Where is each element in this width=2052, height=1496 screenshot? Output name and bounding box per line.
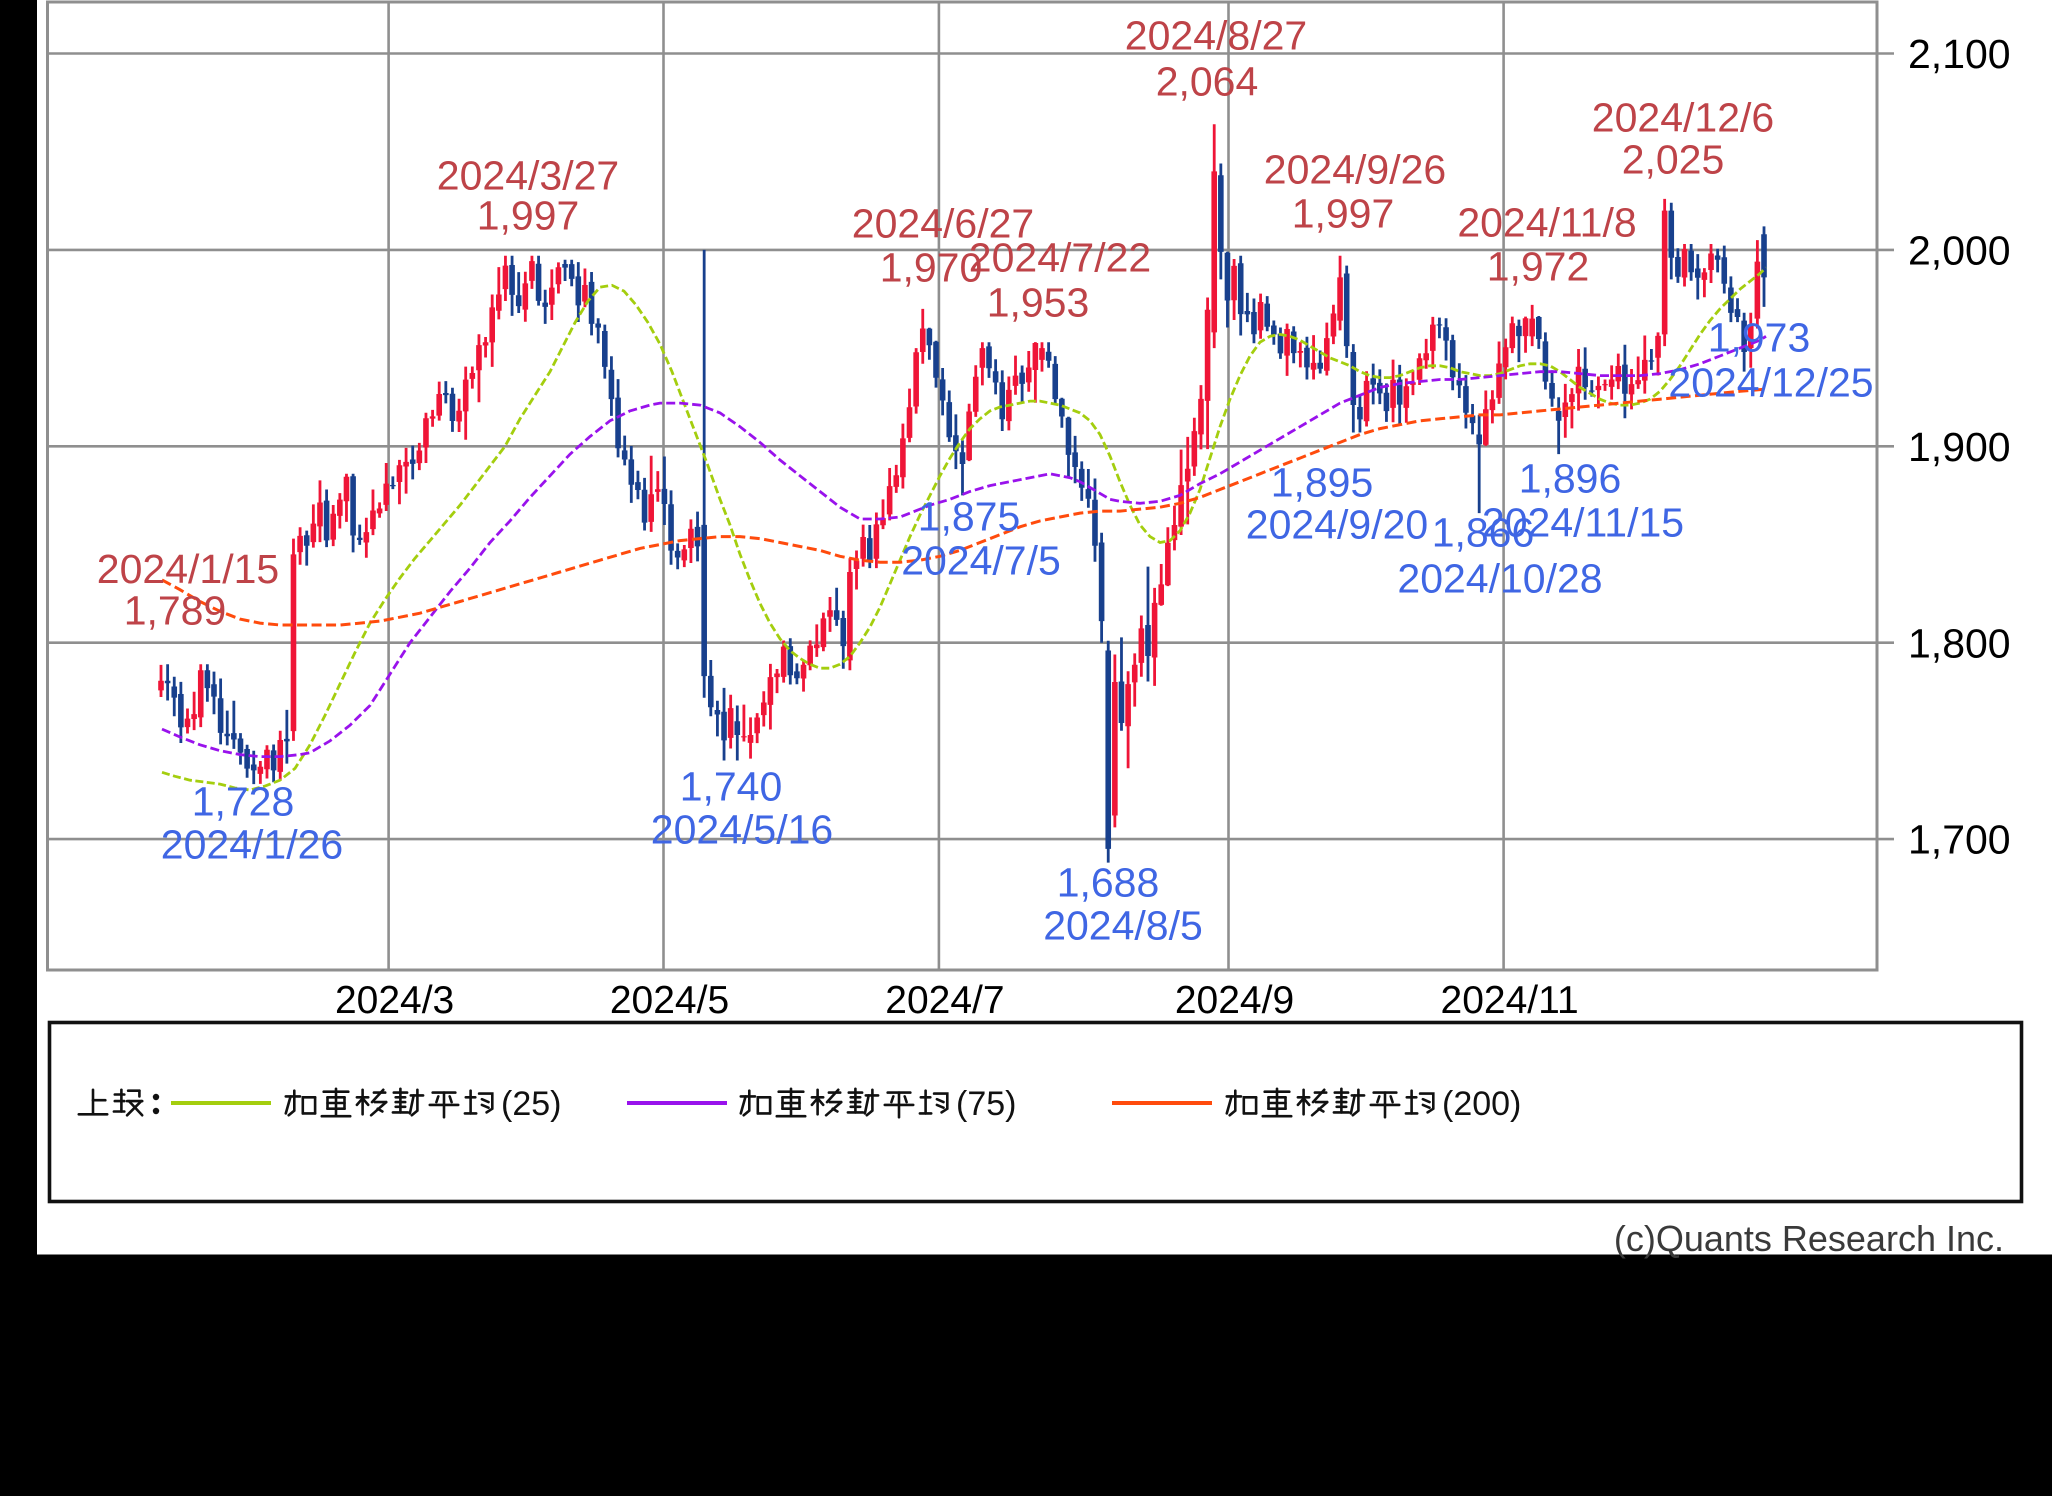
- svg-text:2024/12/25: 2024/12/25: [1668, 360, 1873, 406]
- svg-text:1,997: 1,997: [477, 193, 580, 239]
- svg-text:1,700: 1,700: [1908, 817, 2011, 863]
- svg-text:2024/7/5: 2024/7/5: [901, 538, 1061, 584]
- svg-text:1,972: 1,972: [1487, 244, 1590, 290]
- svg-text:2024/1/15: 2024/1/15: [97, 546, 279, 592]
- svg-text:1,953: 1,953: [987, 280, 1090, 326]
- svg-text:2,100: 2,100: [1908, 31, 2011, 77]
- svg-text:2024/3/27: 2024/3/27: [437, 153, 619, 199]
- svg-text:1,866: 1,866: [1432, 510, 1535, 556]
- svg-text:2024/11: 2024/11: [1441, 979, 1579, 1022]
- svg-text:1,896: 1,896: [1519, 456, 1622, 502]
- svg-text:2024/9/26: 2024/9/26: [1264, 147, 1446, 193]
- svg-text:2,025: 2,025: [1622, 137, 1725, 183]
- svg-text:2024/1/26: 2024/1/26: [161, 822, 343, 868]
- svg-text:2,000: 2,000: [1908, 228, 2011, 274]
- svg-text:2024/3: 2024/3: [335, 979, 454, 1022]
- svg-text:2024/5: 2024/5: [610, 979, 729, 1022]
- svg-text:(200): (200): [1442, 1085, 1521, 1123]
- svg-text:2024/10/28: 2024/10/28: [1397, 556, 1602, 602]
- svg-text:(c)Quants Research Inc.: (c)Quants Research Inc.: [1614, 1218, 2004, 1259]
- svg-text:2024/7/22: 2024/7/22: [969, 235, 1151, 281]
- svg-text:2024/6/27: 2024/6/27: [852, 201, 1034, 247]
- svg-text:1,973: 1,973: [1708, 315, 1811, 361]
- svg-text:1,688: 1,688: [1057, 860, 1160, 906]
- svg-text:2024/9/20: 2024/9/20: [1246, 502, 1428, 548]
- svg-text:1,800: 1,800: [1908, 620, 2011, 666]
- svg-text:(75): (75): [956, 1085, 1016, 1123]
- svg-text:1,740: 1,740: [680, 764, 783, 810]
- svg-text:2,064: 2,064: [1156, 59, 1259, 105]
- svg-text:1,997: 1,997: [1292, 191, 1395, 237]
- svg-text:1,900: 1,900: [1908, 424, 2011, 470]
- svg-text:2024/7: 2024/7: [885, 979, 1004, 1022]
- svg-text:2024/5/16: 2024/5/16: [651, 807, 833, 853]
- svg-text:2024/8/5: 2024/8/5: [1043, 903, 1203, 949]
- svg-text:2024/11/8: 2024/11/8: [1457, 200, 1636, 246]
- svg-text:1,875: 1,875: [918, 494, 1021, 540]
- svg-text:1,728: 1,728: [192, 779, 295, 825]
- svg-text:2024/8/27: 2024/8/27: [1125, 13, 1307, 59]
- svg-text:(25): (25): [501, 1085, 561, 1123]
- svg-text:1,895: 1,895: [1271, 460, 1374, 506]
- svg-text:1,789: 1,789: [124, 588, 227, 634]
- svg-text:2024/11/15: 2024/11/15: [1482, 500, 1684, 546]
- svg-text:2024/9: 2024/9: [1175, 979, 1294, 1022]
- svg-text:1,970: 1,970: [880, 245, 983, 291]
- svg-text:2024/12/6: 2024/12/6: [1592, 95, 1774, 141]
